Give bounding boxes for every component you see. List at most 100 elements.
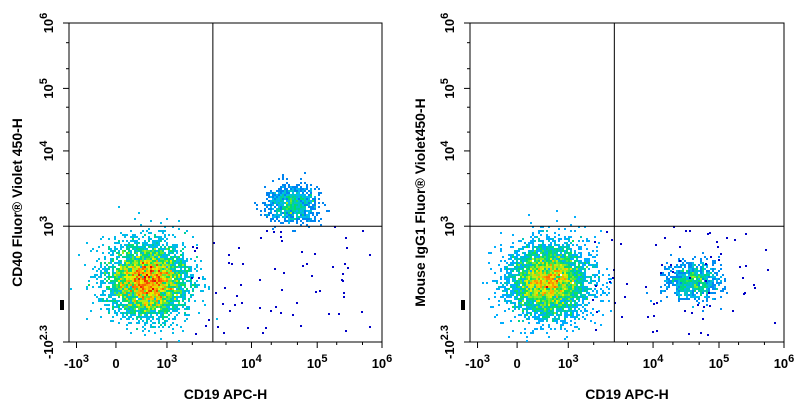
event-cell xyxy=(552,290,554,292)
event-cell xyxy=(548,274,550,276)
event-cell xyxy=(534,296,536,298)
event-cell xyxy=(102,268,104,270)
event-cell xyxy=(172,250,174,252)
event-cell xyxy=(568,308,570,310)
event-cell xyxy=(110,282,112,284)
event-cell xyxy=(568,284,570,286)
event-cell xyxy=(546,250,548,252)
event-cell xyxy=(532,264,534,266)
event-cell xyxy=(570,270,572,272)
event-cell xyxy=(292,204,294,206)
event-cell xyxy=(540,318,542,320)
event-cell xyxy=(538,304,540,306)
event-cell xyxy=(180,284,182,286)
event-cell xyxy=(106,270,108,272)
event-cell xyxy=(280,198,282,200)
event-cell xyxy=(290,214,292,216)
event-cell xyxy=(302,188,304,190)
event-cell xyxy=(150,254,152,256)
event-cell xyxy=(682,286,684,288)
event-cell xyxy=(596,264,598,266)
event-cell xyxy=(102,252,104,254)
event-cell xyxy=(172,226,174,228)
event-cell xyxy=(668,278,670,280)
event-cell xyxy=(680,294,682,296)
event-cell xyxy=(574,302,576,304)
event-cell xyxy=(698,296,700,298)
event-cell xyxy=(708,290,710,292)
event-cell xyxy=(550,286,552,288)
event-cell xyxy=(678,270,680,272)
event-cell xyxy=(259,279,261,281)
event-cell xyxy=(660,286,662,288)
event-cell xyxy=(558,268,560,270)
event-cell xyxy=(556,286,558,288)
event-cell xyxy=(582,278,584,280)
event-cell xyxy=(712,298,714,300)
event-cell xyxy=(154,282,156,284)
event-cell xyxy=(272,216,274,218)
event-cell xyxy=(190,270,192,272)
event-cell xyxy=(110,248,112,250)
event-cell xyxy=(516,288,518,290)
event-cell xyxy=(160,312,162,314)
event-cell xyxy=(504,288,506,290)
event-cell xyxy=(668,274,670,276)
event-cell xyxy=(223,332,225,334)
event-cell xyxy=(134,284,136,286)
event-cell xyxy=(528,262,530,264)
event-cell xyxy=(528,266,530,268)
event-cell xyxy=(158,282,160,284)
event-cell xyxy=(694,294,696,296)
event-cell xyxy=(310,220,312,222)
event-cell xyxy=(532,274,534,276)
event-cell xyxy=(162,260,164,262)
event-cell xyxy=(144,248,146,250)
event-cell xyxy=(160,282,162,284)
event-cell xyxy=(282,192,284,194)
event-cell xyxy=(150,300,152,302)
event-cell xyxy=(308,206,310,208)
event-cell xyxy=(500,268,502,270)
event-cell xyxy=(312,220,314,222)
event-cell xyxy=(684,298,686,300)
event-cell xyxy=(112,308,114,310)
event-cell xyxy=(596,296,598,298)
event-cell xyxy=(132,272,134,274)
event-cell xyxy=(152,246,154,248)
event-cell xyxy=(520,264,522,266)
event-cell xyxy=(172,322,174,324)
event-cell xyxy=(550,268,552,270)
event-cell xyxy=(186,230,188,232)
event-cell xyxy=(526,310,528,312)
event-cell xyxy=(156,286,158,288)
event-cell xyxy=(112,272,114,274)
event-cell xyxy=(124,308,126,310)
event-cell xyxy=(208,288,210,290)
event-cell xyxy=(554,298,556,300)
event-cell xyxy=(706,286,708,288)
event-cell xyxy=(542,314,544,316)
event-cell xyxy=(544,312,546,314)
event-cell xyxy=(144,322,146,324)
event-cell xyxy=(298,206,300,208)
event-cell xyxy=(560,308,562,310)
event-cell xyxy=(130,256,132,258)
event-cell xyxy=(510,270,512,272)
event-cell xyxy=(164,320,166,322)
event-cell xyxy=(136,246,138,248)
event-cell xyxy=(108,312,110,314)
event-cell xyxy=(166,300,168,302)
event-cell xyxy=(128,280,130,282)
event-cell xyxy=(522,310,524,312)
event-cell xyxy=(306,218,308,220)
event-cell xyxy=(138,286,140,288)
event-cell xyxy=(520,306,522,308)
event-cell xyxy=(361,311,363,313)
event-cell xyxy=(562,296,564,298)
event-cell xyxy=(308,226,310,228)
event-cell xyxy=(320,192,322,194)
event-cell xyxy=(304,206,306,208)
event-cell xyxy=(524,278,526,280)
event-cell xyxy=(564,300,566,302)
